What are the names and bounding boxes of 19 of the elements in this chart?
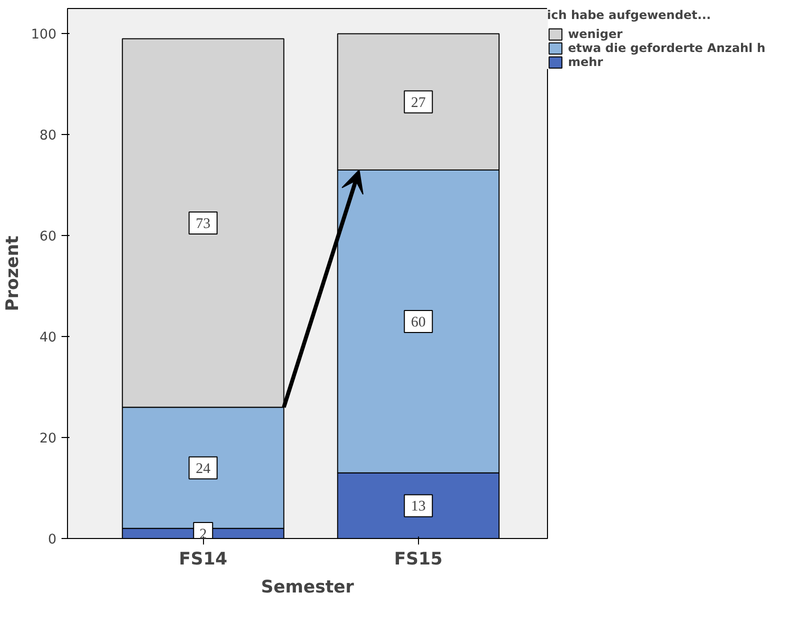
data-label: 27 — [411, 94, 426, 111]
x-axis-title: Semester — [261, 578, 354, 598]
y-tick-label: 60 — [40, 230, 57, 245]
y-tick-label: 40 — [40, 330, 57, 346]
legend-label: etwa die geforderte Anzahl h — [568, 41, 766, 55]
y-tick-label: 20 — [40, 432, 57, 447]
x-tick-label: FS15 — [394, 550, 443, 570]
y-axis-title: Prozent — [3, 236, 24, 312]
y-tick-label: 80 — [40, 128, 57, 144]
data-label: 60 — [411, 314, 426, 330]
data-label: 24 — [196, 460, 212, 477]
x-tick-label: FS14 — [178, 550, 228, 570]
y-tick-label: 100 — [31, 28, 57, 43]
y-tick-label: 0 — [48, 532, 57, 548]
data-label: 13 — [411, 498, 426, 515]
data-label: 73 — [196, 216, 210, 232]
legend-label: weniger — [568, 27, 623, 41]
legend-label: mehr — [568, 55, 604, 69]
legend-title: ich habe aufgewendet... — [547, 8, 712, 22]
